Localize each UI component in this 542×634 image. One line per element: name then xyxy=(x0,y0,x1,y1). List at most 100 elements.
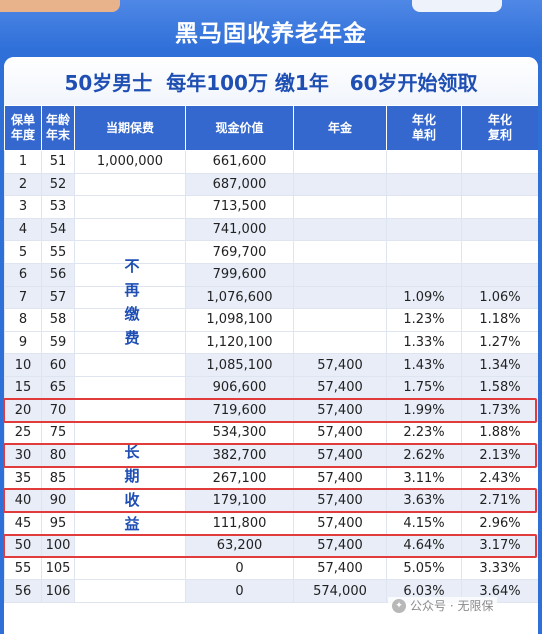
compound-rate-cell: 1.73% xyxy=(461,398,538,423)
policy-year-cell: 6 xyxy=(4,262,42,287)
age-cell: 100 xyxy=(41,534,75,558)
policy-year-cell: 7 xyxy=(4,285,42,310)
simple-rate-cell: 2.62% xyxy=(386,443,462,468)
column-header: 年金 xyxy=(293,105,387,151)
policy-year-cell: 25 xyxy=(4,421,42,445)
premium-cell xyxy=(74,398,186,423)
age-cell: 90 xyxy=(41,488,75,513)
compound-rate-cell: 3.64% xyxy=(461,579,538,603)
premium-cell: 1,000,000 xyxy=(74,150,186,174)
table-row: 20 70 719,600 57,400 1.99% 1.73% xyxy=(4,398,538,423)
cash-value-cell: 1,085,100 xyxy=(185,353,294,377)
annuity-cell xyxy=(293,217,387,242)
cash-value-cell: 111,800 xyxy=(185,511,294,536)
cash-value-cell: 719,600 xyxy=(185,398,294,423)
cash-value-cell: 267,100 xyxy=(185,466,294,490)
simple-rate-cell: 1.23% xyxy=(386,308,462,332)
annuity-cell: 57,400 xyxy=(293,511,387,536)
simple-rate-cell: 3.63% xyxy=(386,488,462,513)
age-cell: 52 xyxy=(41,172,75,197)
policy-year-cell: 8 xyxy=(4,308,42,332)
table-row: 25 75 534,300 57,400 2.23% 1.88% xyxy=(4,421,538,445)
policy-year-cell: 9 xyxy=(4,330,42,355)
cash-value-cell: 713,500 xyxy=(185,195,294,219)
label-character: 不 xyxy=(124,257,140,275)
table-row: 15 65 906,600 57,400 1.75% 1.58% xyxy=(4,375,538,400)
age-cell: 55 xyxy=(41,240,75,264)
premium-cell xyxy=(74,421,186,445)
compound-rate-cell: 3.33% xyxy=(461,556,538,581)
cash-value-cell: 1,098,100 xyxy=(185,308,294,332)
compound-rate-cell xyxy=(461,172,538,197)
annuity-cell: 57,400 xyxy=(293,466,387,490)
annuity-cell: 57,400 xyxy=(293,398,387,423)
compound-rate-cell: 2.13% xyxy=(461,443,538,468)
watermark-text: 公众号 · 无限保 xyxy=(410,599,494,613)
age-cell: 57 xyxy=(41,285,75,310)
cash-value-cell: 63,200 xyxy=(185,534,294,558)
premium-cell xyxy=(74,579,186,603)
column-header: 现金价值 xyxy=(185,105,294,151)
simple-rate-cell xyxy=(386,172,462,197)
cash-value-cell: 179,100 xyxy=(185,488,294,513)
simple-rate-cell: 1.99% xyxy=(386,398,462,423)
cash-value-cell: 382,700 xyxy=(185,443,294,468)
compound-rate-cell: 1.34% xyxy=(461,353,538,377)
compound-rate-cell xyxy=(461,217,538,242)
annuity-cell: 57,400 xyxy=(293,556,387,581)
policy-year-cell: 56 xyxy=(4,579,42,603)
age-cell: 60 xyxy=(41,353,75,377)
table-row: 7 57 1,076,600 1.09% 1.06% xyxy=(4,285,538,310)
watermark: ✦ 公众号 · 无限保 xyxy=(388,597,498,614)
compound-rate-cell xyxy=(461,262,538,287)
simple-rate-cell: 5.05% xyxy=(386,556,462,581)
compound-rate-cell xyxy=(461,150,538,174)
simple-rate-cell xyxy=(386,150,462,174)
annuity-cell: 57,400 xyxy=(293,488,387,513)
policy-year-cell: 40 xyxy=(4,488,42,513)
table-row: 9 59 1,120,100 1.33% 1.27% xyxy=(4,330,538,355)
age-cell: 54 xyxy=(41,217,75,242)
simple-rate-cell xyxy=(386,240,462,264)
annuity-cell xyxy=(293,195,387,219)
simple-rate-cell: 1.33% xyxy=(386,330,462,355)
simple-rate-cell: 2.23% xyxy=(386,421,462,445)
table-row: 30 80 382,700 57,400 2.62% 2.13% xyxy=(4,443,538,468)
premium-cell xyxy=(74,556,186,581)
premium-cell xyxy=(74,353,186,377)
decorative-shape-left xyxy=(0,0,120,12)
simple-rate-cell: 1.75% xyxy=(386,375,462,400)
policy-year-cell: 5 xyxy=(4,240,42,264)
label-character: 益 xyxy=(124,515,140,533)
cash-value-cell: 534,300 xyxy=(185,421,294,445)
table-row: 4 54 741,000 xyxy=(4,217,538,242)
compound-rate-cell: 3.17% xyxy=(461,534,538,558)
annuity-cell xyxy=(293,150,387,174)
table-row: 35 85 267,100 57,400 3.11% 2.43% xyxy=(4,466,538,490)
cash-value-cell: 1,120,100 xyxy=(185,330,294,355)
content-card: 50岁男士 每年100万 缴1年 60岁开始领取 保单 年度 年龄 年末 当期保费 现金价… xyxy=(4,57,538,634)
age-cell: 105 xyxy=(41,556,75,581)
benefit-table: 保单 年度 年龄 年末 当期保费 现金价值 年金 年化 单利 年化 复利 1 51 1,000,000 6… xyxy=(4,105,538,603)
age-cell: 95 xyxy=(41,511,75,536)
table-header-row: 保单 年度 年龄 年末 当期保费 现金价值 年金 年化 单利 年化 复利 xyxy=(4,105,538,151)
annuity-cell: 57,400 xyxy=(293,443,387,468)
long-term-income-label: 长期收益 xyxy=(122,440,142,536)
premium-cell xyxy=(74,330,186,355)
column-header: 年龄 年末 xyxy=(41,105,75,151)
title-bar: 黑马固收养老年金 xyxy=(0,10,542,52)
simple-rate-cell: 4.15% xyxy=(386,511,462,536)
age-cell: 75 xyxy=(41,421,75,445)
premium-cell xyxy=(74,217,186,242)
table-row: 6 56 799,600 xyxy=(4,262,538,287)
compound-rate-cell: 2.96% xyxy=(461,511,538,536)
simple-rate-cell xyxy=(386,195,462,219)
annuity-cell xyxy=(293,285,387,310)
premium-cell xyxy=(74,240,186,264)
cash-value-cell: 1,076,600 xyxy=(185,285,294,310)
plan-subtitle: 50岁男士 每年100万 缴1年 60岁开始领取 xyxy=(4,57,538,105)
column-header: 当期保费 xyxy=(74,105,186,151)
premium-cell xyxy=(74,443,186,468)
label-character: 再 xyxy=(124,281,140,299)
compound-rate-cell: 1.58% xyxy=(461,375,538,400)
